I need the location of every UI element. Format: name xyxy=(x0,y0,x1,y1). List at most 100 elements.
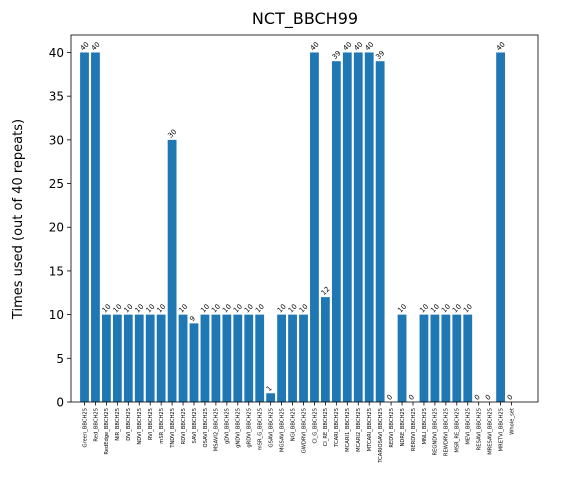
data-label: 40 xyxy=(353,40,365,52)
x-tick-label: Whole_set xyxy=(509,408,515,435)
y-tick-label: 0 xyxy=(56,396,64,410)
data-label: 0 xyxy=(407,393,416,402)
data-label: 40 xyxy=(495,40,507,52)
y-tick-label: 35 xyxy=(49,90,64,104)
x-tick-label: gNDVI_BBCH25 xyxy=(236,408,242,448)
data-label: 10 xyxy=(440,303,452,315)
data-label: 10 xyxy=(155,303,167,315)
data-label: 40 xyxy=(342,40,354,52)
bar xyxy=(375,61,385,402)
x-tick-label: MSR_RE_BBCH25 xyxy=(455,408,461,453)
x-tick-label: MEVI_BBCH25 xyxy=(466,408,472,445)
data-label: 10 xyxy=(177,303,189,315)
bar xyxy=(244,314,254,402)
data-label: 10 xyxy=(418,303,430,315)
bar xyxy=(134,314,144,402)
data-label: 10 xyxy=(298,303,310,315)
bar xyxy=(167,139,177,402)
data-label: 40 xyxy=(309,40,321,52)
chart-title: NCT_BBCH99 xyxy=(252,9,358,29)
data-label: 39 xyxy=(374,49,386,61)
bar xyxy=(299,314,308,402)
y-tick-label: 25 xyxy=(49,177,64,191)
data-label: 10 xyxy=(199,303,211,315)
x-tick-label: OSAVI_BBCH25 xyxy=(203,408,209,448)
data-label: 39 xyxy=(331,49,343,61)
data-label: 12 xyxy=(320,285,332,297)
bar xyxy=(441,314,451,402)
x-tick-label: TCARI_BBCH25 xyxy=(334,408,340,448)
bar xyxy=(364,52,374,402)
y-tick-label: 40 xyxy=(49,46,64,60)
x-tick-label: RESAVI_BBCH25 xyxy=(477,408,483,450)
bar xyxy=(353,52,363,402)
bar xyxy=(211,314,221,402)
y-tick-label: 5 xyxy=(56,352,64,366)
data-label: 9 xyxy=(188,314,197,323)
x-tick-label: CI_RE_BBCH25 xyxy=(323,408,329,446)
data-label: 40 xyxy=(90,40,102,52)
x-tick-label: MCARI2_BBCH25 xyxy=(356,408,362,452)
bar xyxy=(288,314,297,402)
x-tick-label: MRESAVI_BBCH25 xyxy=(487,408,493,455)
x-tick-label: MGSAVI_BBCH25 xyxy=(279,408,285,452)
data-label: 10 xyxy=(451,303,463,315)
data-label: 10 xyxy=(123,303,135,315)
x-tick-label: MSAVI2_BBCH25 xyxy=(214,408,220,451)
x-tick-label: REDVI_BBCH25 xyxy=(389,408,395,448)
bar xyxy=(255,314,265,402)
x-tick-label: mSR_G_BBCH25 xyxy=(258,408,264,450)
x-tick-label: MRETVI_BBCH25 xyxy=(498,408,504,451)
x-tick-label: CI_G_BBCH25 xyxy=(312,408,318,444)
bar xyxy=(189,323,199,402)
data-label: 10 xyxy=(462,303,474,315)
data-label: 10 xyxy=(396,303,408,315)
x-tick-label: gDVI_BBCH25 xyxy=(225,408,231,444)
data-label: 10 xyxy=(276,303,288,315)
data-label: 0 xyxy=(385,393,394,402)
data-label: 40 xyxy=(79,40,91,52)
y-tick-label: 30 xyxy=(49,133,64,147)
data-label: 10 xyxy=(101,303,113,315)
x-tick-label: gRDVI_BBCH25 xyxy=(247,408,253,448)
data-label: 0 xyxy=(473,393,482,402)
bar xyxy=(222,314,232,402)
bar xyxy=(342,52,352,402)
y-tick-label: 20 xyxy=(49,221,64,235)
x-tick-label: MTCARI_BBCH25 xyxy=(367,408,373,451)
bar xyxy=(277,314,286,402)
bar xyxy=(145,314,155,402)
x-tick-label: REWDRVI_BBCH25 xyxy=(444,408,450,456)
bar xyxy=(331,61,341,402)
y-tick-label: 15 xyxy=(49,264,64,278)
data-label: 10 xyxy=(287,303,299,315)
x-tick-label: MNLI_BBCH25 xyxy=(422,408,428,445)
bar xyxy=(233,314,243,402)
x-tick-label: RedEdge_BBCH25 xyxy=(104,408,110,455)
x-tick-label: MCARI1_BBCH25 xyxy=(345,408,351,452)
y-axis-label: Times used (out of 40 repeats) xyxy=(11,119,26,320)
bar xyxy=(397,314,407,402)
bar xyxy=(452,314,462,402)
bar xyxy=(80,52,89,402)
x-tick-label: TNDVI_BBCH25 xyxy=(170,408,176,449)
data-label: 10 xyxy=(254,303,266,315)
x-tick-label: Green_BBCH25 xyxy=(82,408,88,447)
x-tick-label: DVI_BBCH25 xyxy=(126,408,132,441)
x-tick-label: RDVI_BBCH25 xyxy=(181,408,187,444)
x-tick-label: NGI_BBCH25 xyxy=(290,408,296,441)
bar xyxy=(463,314,473,402)
bar xyxy=(200,314,210,402)
data-label: 10 xyxy=(221,303,233,315)
bar xyxy=(419,314,429,402)
data-label: 10 xyxy=(134,303,146,315)
bar xyxy=(123,314,133,402)
x-tick-label: NIR_BBCH25 xyxy=(115,408,121,441)
x-tick-label: TCARIOSAVI_BBCH25 xyxy=(378,408,384,464)
bar xyxy=(310,52,319,402)
data-label: 0 xyxy=(484,393,493,402)
data-label: 10 xyxy=(429,303,441,315)
data-label: 10 xyxy=(210,303,222,315)
x-tick-label: GWDRVI_BBCH25 xyxy=(301,408,307,453)
x-tick-label: mSR_BBCH25 xyxy=(159,408,165,444)
